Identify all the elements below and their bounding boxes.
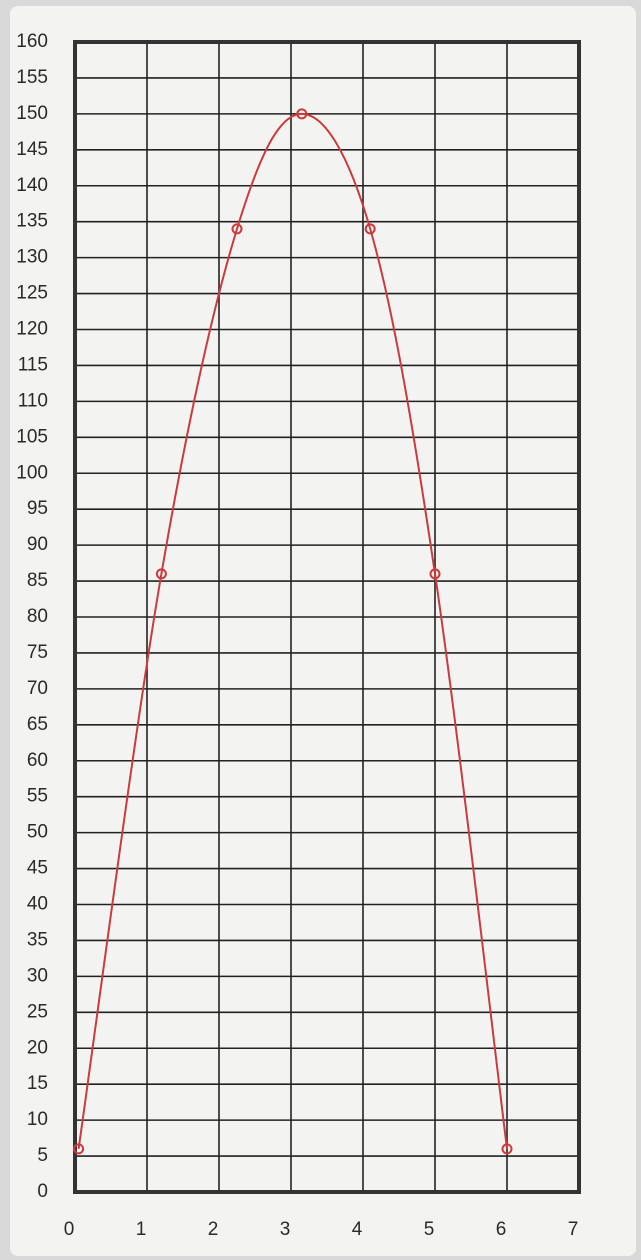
y-tick-label: 105	[16, 426, 48, 447]
x-tick-label: 7	[568, 1219, 579, 1240]
y-tick-label: 5	[37, 1145, 48, 1166]
y-tick-label: 125	[16, 283, 48, 304]
y-tick-label: 75	[27, 642, 48, 663]
y-tick-label: 85	[27, 570, 48, 591]
y-tick-label: 0	[37, 1181, 48, 1202]
y-tick-label: 155	[16, 67, 48, 88]
x-tick-label: 2	[208, 1219, 219, 1240]
x-tick-label: 1	[136, 1219, 147, 1240]
y-tick-label: 20	[27, 1037, 48, 1058]
y-tick-label: 120	[16, 319, 48, 340]
y-tick-label: 80	[27, 606, 48, 627]
x-tick-label: 5	[424, 1219, 435, 1240]
y-tick-label: 110	[18, 390, 48, 411]
y-tick-label: 40	[27, 894, 48, 915]
y-tick-label: 60	[27, 750, 48, 771]
y-tick-label: 35	[27, 929, 48, 950]
y-tick-label: 100	[16, 462, 48, 483]
y-tick-label: 25	[27, 1001, 48, 1022]
y-tick-label: 135	[16, 211, 48, 232]
y-tick-label: 55	[27, 786, 48, 807]
y-tick-label: 65	[27, 714, 48, 735]
y-tick-label: 30	[27, 965, 48, 986]
y-tick-label: 90	[27, 534, 48, 555]
x-tick-label: 4	[352, 1219, 363, 1240]
chart: 0510152025303540455055606570758085909510…	[0, 0, 641, 1260]
y-tick-label: 145	[16, 139, 48, 160]
y-tick-label: 150	[16, 103, 48, 124]
y-tick-label: 70	[27, 678, 48, 699]
x-tick-label: 3	[280, 1219, 291, 1240]
y-tick-label: 45	[27, 858, 48, 879]
y-tick-label: 130	[16, 247, 48, 268]
y-tick-label: 95	[27, 498, 48, 519]
y-tick-label: 160	[16, 31, 48, 52]
y-tick-label: 115	[18, 354, 48, 375]
x-tick-label: 0	[64, 1219, 75, 1240]
y-tick-label: 15	[27, 1073, 48, 1094]
x-tick-label: 6	[496, 1219, 507, 1240]
paper	[10, 6, 636, 1256]
y-tick-label: 10	[27, 1109, 48, 1130]
y-tick-label: 140	[16, 175, 48, 196]
y-tick-label: 50	[27, 822, 48, 843]
